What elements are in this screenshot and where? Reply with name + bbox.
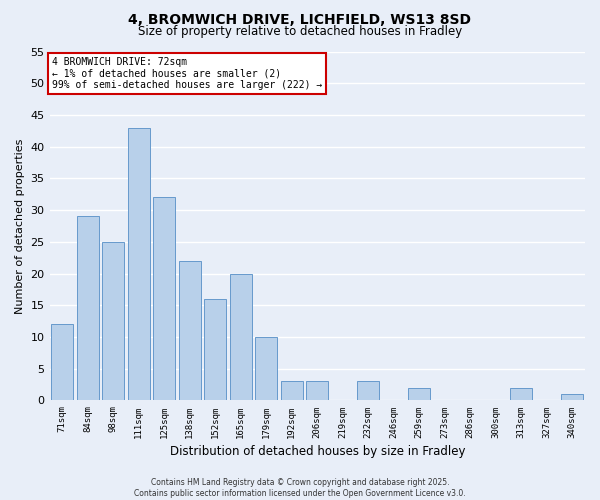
Text: Contains HM Land Registry data © Crown copyright and database right 2025.
Contai: Contains HM Land Registry data © Crown c… [134,478,466,498]
Bar [230,274,251,400]
Bar [52,324,73,400]
Bar [103,242,124,400]
Text: 4 BROMWICH DRIVE: 72sqm
← 1% of detached houses are smaller (2)
99% of semi-deta: 4 BROMWICH DRIVE: 72sqm ← 1% of detached… [52,56,322,90]
Bar [358,382,379,400]
Bar [205,299,226,400]
X-axis label: Distribution of detached houses by size in Fradley: Distribution of detached houses by size … [170,444,465,458]
Text: 4, BROMWICH DRIVE, LICHFIELD, WS13 8SD: 4, BROMWICH DRIVE, LICHFIELD, WS13 8SD [128,12,472,26]
Y-axis label: Number of detached properties: Number of detached properties [15,138,25,314]
Bar [511,388,532,400]
Bar [562,394,583,400]
Bar [179,261,200,400]
Bar [307,382,328,400]
Bar [77,216,98,400]
Bar [256,337,277,400]
Bar [128,128,149,400]
Bar [409,388,430,400]
Bar [281,382,302,400]
Text: Size of property relative to detached houses in Fradley: Size of property relative to detached ho… [138,25,462,38]
Bar [154,198,175,400]
